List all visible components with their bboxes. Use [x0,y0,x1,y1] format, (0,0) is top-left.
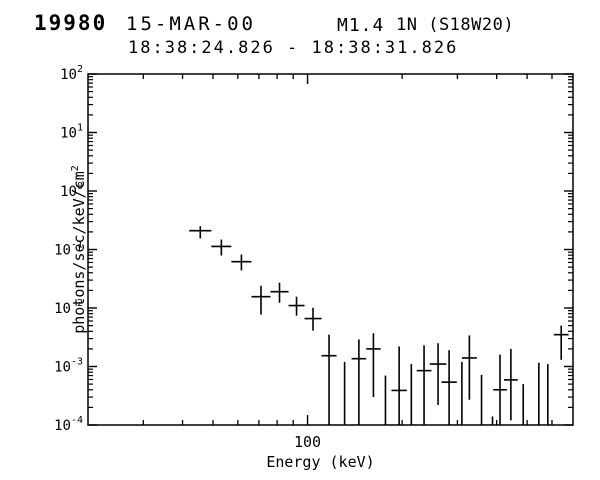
y-tick-label: 102 [60,64,83,83]
time-interval: 18:38:24.826 - 18:38:31.826 [128,38,459,58]
data-point-22 [493,354,507,425]
data-point-7 [304,307,322,331]
data-point-15 [416,345,432,425]
data-point-4 [251,285,271,315]
data-point-5 [270,282,289,303]
goes-class: M1.4 [337,15,385,36]
x-axis-title: Energy (keV) [266,453,374,471]
data-point-8 [321,334,337,425]
data-point-16 [429,343,447,405]
y-axis-title: photons/sec/keV/cm2 [70,165,88,334]
data-point-27 [553,325,569,360]
data-point-11 [366,333,381,398]
data-point-3 [231,254,252,271]
data-point-1 [189,226,212,239]
data-point-10 [351,339,367,425]
y-tick-label: 100 [60,181,83,200]
data-point-13 [391,346,407,425]
data-point-23 [503,348,518,421]
optical-class-location: 1N (S18W20) [396,15,515,35]
x-tick-label: 100 [294,433,321,451]
data-point-17 [441,350,457,425]
data-point-6 [288,296,305,316]
y-tick-label: 101 [60,123,83,142]
flare-number: 19980 [34,11,108,35]
y-tick-label: 10-1 [54,240,83,259]
data-point-19 [461,335,477,400]
y-tick-label: 10-3 [54,357,83,376]
y-tick-label: 10-2 [54,298,83,317]
y-tick-label: 10-4 [54,415,83,434]
flare-date: 15-MAR-00 [126,13,256,35]
data-point-2 [211,239,232,256]
